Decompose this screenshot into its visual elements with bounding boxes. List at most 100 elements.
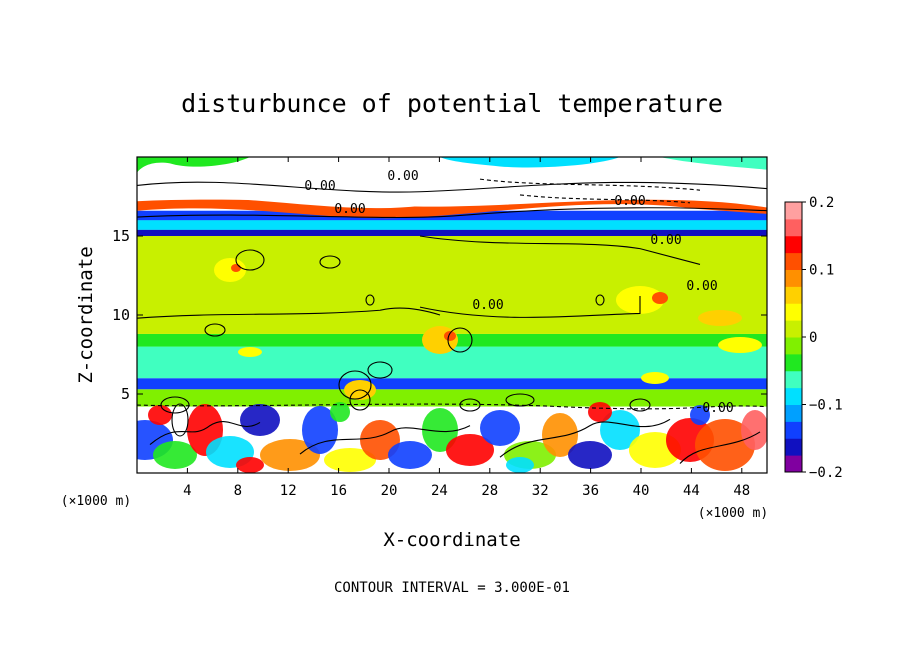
lower-blob-1 xyxy=(153,441,197,469)
y-tick-label-5: 5 xyxy=(121,385,130,403)
lower-blob-26 xyxy=(506,457,534,473)
mid-patch-10 xyxy=(641,372,669,384)
lower-blob-24 xyxy=(690,405,710,425)
colorbar-swatch-3 xyxy=(785,404,802,422)
colorbar-swatch-9 xyxy=(785,303,802,321)
y-axis-label: Z-coordinate xyxy=(75,246,97,383)
upper-cyan-strip xyxy=(137,220,767,230)
x-tick-label-8: 8 xyxy=(234,483,242,499)
contour-lines xyxy=(137,178,767,464)
mid-patch-4 xyxy=(698,310,742,326)
colorbar-swatch-10 xyxy=(785,286,802,304)
x-axis: 4 8 12 16 20 24 28 32 36 40 44 48 xyxy=(183,157,750,499)
colorbar-swatch-7 xyxy=(785,337,802,355)
mid-patch-5 xyxy=(718,337,762,353)
contour-label-3: 0.00 xyxy=(614,194,645,209)
lower-blob-12 xyxy=(480,410,520,446)
heatmap-band-3 xyxy=(137,346,767,379)
contour-loop-11 xyxy=(365,294,375,306)
heatmap-band-5 xyxy=(137,236,767,334)
heatmap-band-2 xyxy=(137,378,767,390)
contour-loop-8 xyxy=(629,398,651,412)
x-tick-label-36: 36 xyxy=(582,483,599,499)
contour-line-9 xyxy=(299,425,471,455)
contour-labels: 0.00 0.00 0.00 0.00 0.00 0.00 0.00 0.00 xyxy=(304,169,733,416)
contour-loop-0 xyxy=(160,396,190,414)
upper-white-region xyxy=(137,157,767,209)
mid-patch-0 xyxy=(214,258,246,282)
colorbar-swatch-11 xyxy=(785,269,802,287)
contour-line-1 xyxy=(137,207,767,219)
contour-loop-6 xyxy=(459,398,481,412)
contour-loop-9 xyxy=(319,255,341,269)
upper-cyan-patch xyxy=(440,157,620,168)
x-tick-label-20: 20 xyxy=(381,483,398,499)
contour-loop-13 xyxy=(204,323,226,337)
lower-blob-5 xyxy=(260,439,320,471)
colorbar-swatch-4 xyxy=(785,387,802,405)
x-tick-label-4: 4 xyxy=(183,483,191,499)
colorbar-swatch-5 xyxy=(785,370,802,389)
lower-blob-14 xyxy=(542,413,578,457)
x-tick-label-12: 12 xyxy=(280,483,297,499)
lower-layer-field xyxy=(137,402,767,473)
contour-interval-note: CONTOUR INTERVAL = 3.000E-01 xyxy=(334,580,570,596)
contour-loop-7 xyxy=(505,393,535,407)
colorbar-tick-label-1: 0.1 xyxy=(809,263,834,279)
plot-area xyxy=(137,157,767,473)
lower-blob-6 xyxy=(302,406,338,454)
x-tick-label-44: 44 xyxy=(683,483,700,499)
lower-blob-10 xyxy=(422,408,458,452)
contour-line-11 xyxy=(679,431,761,464)
x-tick-label-40: 40 xyxy=(633,483,650,499)
contour-label-6: 0.00 xyxy=(686,279,717,294)
contour-loop-4 xyxy=(367,361,393,379)
contour-line-7 xyxy=(137,307,441,319)
colorbar-swatch-2 xyxy=(785,421,802,439)
contour-loop-1 xyxy=(171,403,189,437)
lower-blob-25 xyxy=(236,457,264,473)
colorbar: 0.2 0.1 0 −0.1 −0.2 xyxy=(784,195,843,481)
x-axis-label: X-coordinate xyxy=(383,529,520,551)
upper-layer-field xyxy=(137,157,767,230)
y-axis: 5 10 15 xyxy=(112,227,767,403)
upper-blue-strip xyxy=(137,210,767,221)
upper-teal-patch xyxy=(660,157,767,170)
contour-loop-10 xyxy=(235,249,265,271)
contour-line-8 xyxy=(149,421,261,445)
lower-blob-20 xyxy=(741,410,767,450)
contour-label-4: 0.00 xyxy=(650,233,681,248)
contour-label-2: 0.00 xyxy=(334,202,365,217)
contour-loop-5 xyxy=(447,327,473,353)
heatmap-band-1 xyxy=(137,389,767,407)
lower-blob-9 xyxy=(388,441,432,469)
contour-line-10 xyxy=(499,418,671,458)
mid-patch-1 xyxy=(231,264,241,272)
lower-blob-16 xyxy=(600,410,640,450)
x-tick-label-32: 32 xyxy=(532,483,549,499)
upper-green-patch-left xyxy=(137,157,250,173)
colorbar-swatch-15 xyxy=(785,202,802,220)
colorbar-swatch-14 xyxy=(785,218,802,237)
x-tick-label-24: 24 xyxy=(431,483,448,499)
contour-line-6 xyxy=(419,296,641,318)
heatmap-band-6 xyxy=(137,229,767,236)
contour-label-0: 0.00 xyxy=(304,179,335,194)
mid-patch-3 xyxy=(652,292,668,304)
x-tick-label-16: 16 xyxy=(330,483,347,499)
contour-loop-3 xyxy=(349,389,371,411)
colorbar-tick-label-0: 0.2 xyxy=(809,195,834,211)
chart-title: disturbunce of potential temperature xyxy=(181,89,723,118)
colorbar-tick-label-4: −0.2 xyxy=(809,465,843,481)
colorbar-swatch-1 xyxy=(785,438,802,456)
lower-blob-7 xyxy=(324,448,376,472)
colorbar-swatch-13 xyxy=(785,235,802,254)
contour-line-5 xyxy=(419,235,701,265)
y-tick-label-10: 10 xyxy=(112,306,130,324)
contour-loop-2 xyxy=(338,370,372,400)
x-tick-label-48: 48 xyxy=(733,483,750,499)
x-unit-right: (×1000 m) xyxy=(698,506,768,521)
colorbar-tick-label-3: −0.1 xyxy=(809,398,843,414)
contour-label-1: 0.00 xyxy=(387,169,418,184)
